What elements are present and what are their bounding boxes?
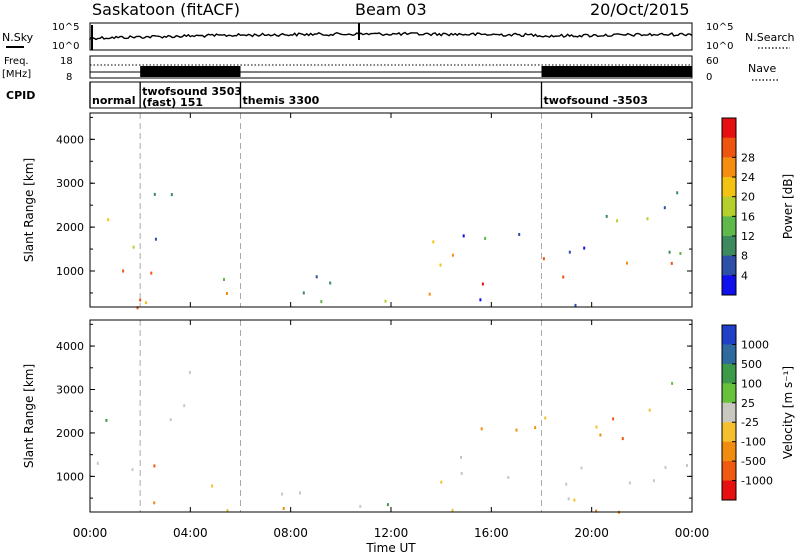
colorbar-swatch bbox=[722, 196, 736, 217]
nave-tick-top: 60 bbox=[706, 56, 719, 67]
y-axis-label: Slant Range [km] bbox=[22, 158, 36, 262]
colorbar-tick-label: 20 bbox=[741, 191, 755, 204]
cpid-segment-label: twofsound 3503 bbox=[142, 85, 242, 98]
cpid-panel: CPID normal twofsound 3503(fast) 151 themi… bbox=[6, 81, 693, 109]
y-axis-label: Slant Range [km] bbox=[22, 364, 36, 468]
x-tick-label: 08:00 bbox=[273, 526, 308, 540]
colorbar-swatch bbox=[722, 137, 736, 158]
colorbar-tick-label: -500 bbox=[741, 455, 766, 468]
cpid-segment-label: twofsound -3503 bbox=[544, 94, 648, 107]
time-axis: 00:00 04:00 08:00 12:00 16:00 20:00 00:00 bbox=[73, 526, 710, 540]
colorbar-tick-label: 100 bbox=[741, 377, 762, 390]
colorbar-swatch bbox=[722, 480, 736, 501]
colorbar-tick-label: 8 bbox=[741, 250, 748, 263]
sky-tick-bottom-left: 10^0 bbox=[52, 41, 79, 52]
colorbar-tick-label: 25 bbox=[741, 397, 755, 410]
colorbar-swatch bbox=[722, 236, 736, 257]
y-tick-label: 1000 bbox=[56, 265, 84, 278]
x-tick-label: 04:00 bbox=[173, 526, 208, 540]
colorbar-swatch bbox=[722, 344, 736, 365]
colorbar-label: Power [dB] bbox=[781, 174, 795, 239]
colorbar-label: Velocity [m s⁻¹] bbox=[781, 366, 795, 459]
colorbar-tick-label: -100 bbox=[741, 436, 766, 449]
colorbar-swatch bbox=[722, 441, 736, 462]
colorbar-swatch bbox=[722, 363, 736, 384]
nave-label: Nave bbox=[748, 62, 776, 75]
cpid-label: CPID bbox=[6, 89, 35, 102]
x-tick-label: 20:00 bbox=[574, 526, 609, 540]
y-tick-label: 1000 bbox=[56, 470, 84, 483]
colorbar-swatch bbox=[722, 118, 736, 139]
noise-sky-trace bbox=[89, 23, 693, 50]
colorbar-tick-label: 12 bbox=[741, 230, 755, 243]
sky-tick-top-right: 10^5 bbox=[706, 22, 733, 33]
cpid-segment-label: normal bbox=[92, 94, 135, 107]
colorbar-tick-label: 4 bbox=[741, 269, 748, 282]
colorbar-swatch bbox=[722, 383, 736, 404]
y-tick-label: 2000 bbox=[56, 221, 84, 234]
search-label: N.Search bbox=[745, 31, 795, 44]
sky-label: N.Sky bbox=[2, 31, 34, 44]
sky-tick-top-left: 10^5 bbox=[52, 22, 79, 33]
x-tick-label: 16:00 bbox=[474, 526, 509, 540]
power-panel: 1000 2000 3000 4000 Slant Range [km] bbox=[22, 112, 693, 310]
colorbar-swatch bbox=[722, 402, 736, 423]
x-tick-label: 00:00 bbox=[73, 526, 108, 540]
colorbar-tick-label: 16 bbox=[741, 210, 755, 223]
station-title: Saskatoon (fitACF) bbox=[92, 0, 241, 19]
colorbar-tick-label: -1000 bbox=[741, 475, 773, 488]
cpid-segment-label-2: (fast) 151 bbox=[142, 96, 203, 109]
x-tick-label: 12:00 bbox=[374, 526, 409, 540]
y-tick-label: 4000 bbox=[56, 340, 84, 353]
colorbar-swatch bbox=[722, 177, 736, 198]
x-axis-label: Time UT bbox=[365, 541, 416, 554]
date-title: 20/Oct/2015 bbox=[590, 0, 690, 19]
cpid-segment-label: themis 3300 bbox=[243, 94, 320, 107]
freq-tick-top-left: 18 bbox=[60, 56, 73, 67]
colorbar-swatch bbox=[722, 461, 736, 482]
colorbar-swatch bbox=[722, 275, 736, 296]
colorbar-tick-label: 28 bbox=[741, 151, 755, 164]
colorbar-tick-label: -25 bbox=[741, 416, 759, 429]
beam-title: Beam 03 bbox=[355, 0, 427, 19]
colorbar-tick-label: 1000 bbox=[741, 338, 769, 351]
colorbar-swatch bbox=[722, 157, 736, 178]
y-tick-label: 4000 bbox=[56, 133, 84, 146]
sky-tick-bottom-right: 10^0 bbox=[706, 41, 733, 52]
y-tick-label: 2000 bbox=[56, 427, 84, 440]
nave-tick-bottom: 0 bbox=[706, 72, 712, 83]
freq-tick-bottom-left: 8 bbox=[66, 72, 72, 83]
colorbar-tick-label: 500 bbox=[741, 358, 762, 371]
sky-panel: N.Sky 10^5 10^0 10^5 10^0 N.Search bbox=[2, 22, 795, 52]
y-tick-label: 3000 bbox=[56, 384, 84, 397]
colorbar-swatch bbox=[722, 216, 736, 237]
y-tick-label: 3000 bbox=[56, 177, 84, 190]
velocity-panel: 1000 2000 3000 4000 Slant Range [km] bbox=[22, 319, 693, 514]
frequency-trace bbox=[90, 64, 692, 77]
colorbar-swatch bbox=[722, 325, 736, 345]
colorbar-swatch bbox=[722, 422, 736, 443]
x-tick-label: 00:00 bbox=[675, 526, 710, 540]
freq-label-2: [MHz] bbox=[2, 69, 31, 80]
colorbar-tick-label: 24 bbox=[741, 171, 755, 184]
freq-label-1: Freq. bbox=[4, 56, 29, 67]
colorbar-swatch bbox=[722, 255, 736, 276]
freq-panel: Freq. [MHz] 18 8 60 0 Nave bbox=[2, 55, 778, 83]
